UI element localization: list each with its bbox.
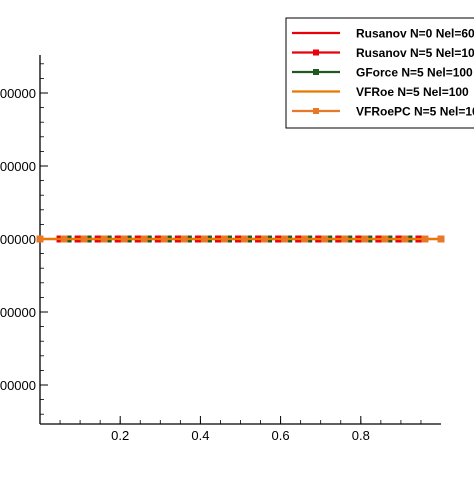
data-point-marker (220, 235, 228, 243)
legend-label: Rusanov N=0 Nel=600 (356, 27, 474, 41)
legend: Rusanov N=0 Nel=600 Rusanov N=5 Nel=100 GF… (285, 17, 474, 129)
data-point-marker (381, 235, 389, 243)
data-point-marker (120, 235, 128, 243)
x-tick-label: 0.4 (191, 428, 209, 443)
data-point-marker (401, 235, 409, 243)
data-point-marker (241, 235, 249, 243)
x-tick-label: 0.6 (272, 428, 290, 443)
legend-swatch-marker (313, 49, 319, 56)
data-point-marker (36, 235, 44, 243)
plot-series (36, 235, 445, 243)
y-tick-label: 00000 (0, 232, 36, 247)
data-point-marker (180, 235, 188, 243)
legend-label: VFRoe N=5 Nel=100 (356, 85, 469, 99)
y-tick-label: 00000 (0, 305, 36, 320)
data-point-marker (341, 235, 349, 243)
data-point-marker (200, 235, 208, 243)
axes: 00000 00000 00000 00000 00000 0.2 0.4 0.6 0.8 (0, 55, 441, 443)
y-tick-label: 00000 (0, 378, 36, 393)
x-tick-label: 0.2 (111, 428, 129, 443)
data-point-marker (100, 235, 108, 243)
legend-swatch-marker (313, 69, 319, 75)
y-tick-label: 00000 (0, 159, 36, 174)
data-point-marker (261, 235, 269, 243)
data-point-marker (361, 235, 369, 243)
data-point-marker (281, 235, 289, 243)
data-point-marker (421, 235, 429, 243)
data-point-marker (321, 235, 329, 243)
x-tick-label: 0.8 (352, 428, 370, 443)
data-point-marker (80, 235, 88, 243)
data-point-marker (60, 235, 68, 243)
legend-label: GForce N=5 Nel=100 (356, 66, 473, 80)
y-tick-label: 00000 (0, 86, 36, 101)
legend-swatch-marker (313, 108, 319, 114)
legend-label: Rusanov N=5 Nel=100 (356, 46, 474, 60)
legend-label: VFRoePC N=5 Nel=100 (356, 105, 474, 119)
data-point-marker (140, 235, 148, 243)
series-4 (36, 235, 445, 243)
data-point-marker (437, 235, 445, 243)
data-point-marker (301, 235, 309, 243)
data-point-marker (160, 235, 168, 243)
